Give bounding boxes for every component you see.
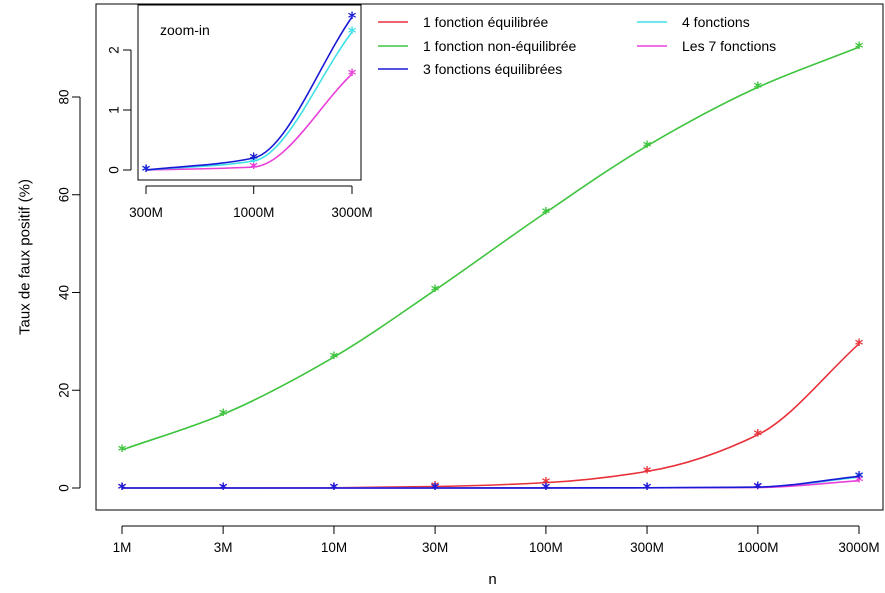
x-tick-label: 3000M [838,540,879,555]
data-point-1-fonction-non-equilibree: * [643,137,652,156]
x-axis-title: n [488,571,496,588]
data-point-1-fonction-non-equilibree: * [542,203,551,222]
legend-label: 4 fonctions [682,14,750,30]
inset-title: zoom-in [160,22,210,38]
data-point-3-fonctions-equilibrees: * [118,479,127,498]
x-tick-label: 30M [422,540,448,555]
inset-background [100,5,370,225]
inset-data-point-3-fonctions-equilibrees: * [348,8,357,27]
legend-label: 1 fonction équilibrée [423,14,549,30]
x-tick-label: 3M [214,540,233,555]
x-tick-label: 300M [630,540,664,555]
inset-x-tick-label: 1000M [233,205,274,220]
x-tick-label: 1M [113,540,132,555]
data-point-3-fonctions-equilibrees: * [542,479,551,498]
data-point-3-fonctions-equilibrees: * [643,479,652,498]
inset-data-point-les-7-fonctions: * [348,65,357,84]
y-tick-label: 40 [57,285,72,300]
legend-label: 1 fonction non-équilibrée [423,38,577,54]
data-point-3-fonctions-equilibrees: * [754,478,763,497]
inset-data-point-3-fonctions-equilibrees: * [142,161,151,180]
legend-label: 3 fonctions équilibrées [423,61,562,77]
x-tick-label: 10M [321,540,347,555]
y-tick-label: 20 [57,383,72,398]
x-tick-label: 100M [529,540,563,555]
data-point-1-fonction-non-equilibree: * [219,405,228,424]
data-point-1-fonction-non-equilibree: * [431,281,440,300]
inset-y-tick-label: 0 [107,166,122,174]
data-point-1-fonction-equilibree: * [754,426,763,445]
x-tick-label: 1000M [737,540,778,555]
inset-x-tick-label: 300M [129,205,163,220]
legend-label: Les 7 fonctions [682,38,776,54]
inset-y-tick-label: 2 [107,46,122,54]
data-point-1-fonction-non-equilibree: * [330,348,339,367]
inset-x-tick-label: 3000M [331,205,372,220]
y-tick-label: 80 [57,89,72,104]
inset-y-tick-label: 1 [107,106,122,114]
y-tick-label: 0 [57,484,72,492]
y-axis-title: Taux de faux positif (%) [16,179,33,335]
data-point-1-fonction-non-equilibree: * [118,441,127,460]
data-point-3-fonctions-equilibrees: * [330,479,339,498]
data-point-3-fonctions-equilibrees: * [855,467,864,486]
data-point-3-fonctions-equilibrees: * [219,479,228,498]
y-tick-label: 60 [57,187,72,202]
data-point-1-fonction-non-equilibree: * [855,38,864,57]
data-point-1-fonction-non-equilibree: * [754,78,763,97]
inset-data-point-3-fonctions-equilibrees: * [250,149,259,168]
data-point-1-fonction-equilibree: * [855,335,864,354]
data-point-3-fonctions-equilibrees: * [431,479,440,498]
